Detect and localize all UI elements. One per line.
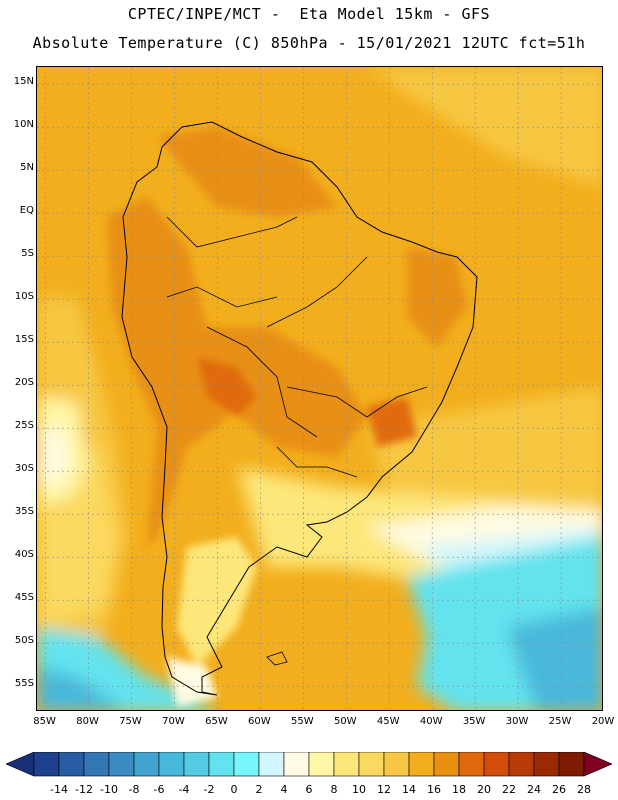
lon-tick-label: 50W bbox=[333, 716, 357, 727]
colorbar bbox=[6, 752, 612, 777]
lat-tick-label: 40S bbox=[14, 549, 34, 561]
colorbar-swatch bbox=[533, 752, 560, 777]
colorbar-swatch bbox=[483, 752, 510, 777]
colorbar-tick-label: 16 bbox=[427, 783, 441, 796]
lon-tick-label: 85W bbox=[33, 716, 56, 727]
colorbar-tick-label: 10 bbox=[352, 783, 366, 796]
field-hot-altiplano bbox=[197, 357, 257, 417]
chart-title: CPTEC/INPE/MCT - Eta Model 15km - GFS bbox=[127, 5, 491, 23]
lon-tick-label: 60W bbox=[248, 716, 271, 727]
colorbar-tick-label: 2 bbox=[255, 783, 263, 796]
lon-tick-label: 20W bbox=[591, 716, 615, 727]
colorbar-swatch bbox=[233, 752, 260, 777]
lat-tick-label: 50S bbox=[14, 635, 34, 647]
colorbar-low-arrow bbox=[6, 752, 35, 777]
lat-tick-label: 5N bbox=[20, 162, 34, 174]
field-cream-patagonia bbox=[167, 657, 217, 707]
lat-tick-label: 20S bbox=[14, 377, 34, 389]
lon-tick-label: 80W bbox=[76, 716, 99, 727]
field-warm-ne bbox=[407, 247, 467, 347]
field-band-north bbox=[367, 67, 602, 187]
colorbar-swatch bbox=[58, 752, 85, 777]
colorbar-tick-label: 26 bbox=[552, 783, 566, 796]
colorbar-swatch bbox=[83, 752, 110, 777]
country-borders bbox=[166, 216, 428, 478]
colorbar-tick-label: 0 bbox=[230, 783, 238, 796]
colorbar-tick-label: 14 bbox=[402, 783, 416, 796]
colorbar-tick-label: 8 bbox=[330, 783, 338, 796]
field-cream-pacific bbox=[37, 427, 69, 485]
lat-tick-label: 55S bbox=[14, 678, 34, 690]
map-panel[interactable] bbox=[36, 66, 603, 711]
colorbar-swatch bbox=[508, 752, 535, 777]
lat-tick-label: 10S bbox=[14, 291, 34, 303]
field-blue-sw bbox=[37, 667, 125, 710]
field-warm-andes bbox=[107, 197, 247, 547]
field-warm-se bbox=[367, 397, 417, 447]
colorbar-tick-label: 4 bbox=[280, 783, 288, 796]
lon-tick-label: 55W bbox=[291, 716, 314, 727]
lat-tick-label: 30S bbox=[14, 463, 34, 475]
lat-tick-label: EQ bbox=[19, 205, 34, 217]
colorbar-swatch bbox=[283, 752, 310, 777]
field-blue-se bbox=[507, 607, 602, 710]
colorbar-swatch bbox=[133, 752, 160, 777]
colorbar-swatch bbox=[558, 752, 585, 777]
colorbar-swatch bbox=[433, 752, 460, 777]
colorbar-tick-label: 20 bbox=[477, 783, 491, 796]
colorbar-tick-label: 22 bbox=[502, 783, 516, 796]
colorbar-swatch bbox=[408, 752, 435, 777]
colorbar-swatch bbox=[258, 752, 285, 777]
lon-tick-label: 30W bbox=[505, 716, 529, 727]
colorbar-tick-label: -2 bbox=[203, 783, 215, 796]
colorbar-swatch bbox=[33, 752, 60, 777]
colorbar-tick-label: 18 bbox=[452, 783, 466, 796]
temperature-map bbox=[37, 67, 602, 710]
colorbar-tick-label: -14 bbox=[50, 783, 68, 796]
field-pale-patagonia bbox=[177, 537, 257, 667]
lat-tick-label: 10N bbox=[13, 119, 34, 131]
lat-tick-label: 5S bbox=[21, 248, 34, 260]
lon-tick-label: 40W bbox=[419, 716, 443, 727]
colorbar-swatch bbox=[158, 752, 185, 777]
colorbar-tick-label: -4 bbox=[178, 783, 190, 796]
colorbar-swatch bbox=[183, 752, 210, 777]
colorbar-swatch bbox=[358, 752, 385, 777]
field-warm-north bbox=[157, 127, 337, 217]
lat-tick-label: 15N bbox=[13, 76, 34, 88]
field-warm-chaco bbox=[187, 327, 367, 457]
lat-tick-label: 45S bbox=[14, 592, 34, 604]
lon-tick-label: 45W bbox=[376, 716, 400, 727]
colorbar-swatch bbox=[383, 752, 410, 777]
chart-subtitle: Absolute Temperature (C) 850hPa - 15/01/… bbox=[32, 34, 586, 52]
lat-tick-label: 35S bbox=[14, 506, 34, 518]
lon-tick-label: 25W bbox=[548, 716, 572, 727]
colorbar-tick-label: 6 bbox=[305, 783, 313, 796]
colorbar-tick-label: -8 bbox=[128, 783, 140, 796]
colorbar-swatch bbox=[208, 752, 235, 777]
colorbar-tick-label: -6 bbox=[153, 783, 165, 796]
lon-tick-label: 75W bbox=[119, 716, 142, 727]
lon-tick-label: 70W bbox=[162, 716, 185, 727]
colorbar-tick-label: -10 bbox=[100, 783, 118, 796]
colorbar-swatch bbox=[458, 752, 485, 777]
colorbar-swatch bbox=[308, 752, 335, 777]
continent-coastline bbox=[121, 121, 478, 696]
colorbar-high-arrow bbox=[583, 752, 612, 777]
colorbar-tick-label: -12 bbox=[75, 783, 93, 796]
lon-tick-label: 35W bbox=[462, 716, 486, 727]
colorbar-swatch bbox=[333, 752, 360, 777]
lat-tick-label: 25S bbox=[14, 420, 34, 432]
lon-tick-label: 65W bbox=[205, 716, 228, 727]
lat-tick-label: 15S bbox=[14, 334, 34, 346]
colorbar-tick-label: 28 bbox=[577, 783, 591, 796]
colorbar-tick-label: 24 bbox=[527, 783, 541, 796]
colorbar-swatch bbox=[108, 752, 135, 777]
falklands-island bbox=[266, 651, 288, 666]
colorbar-tick-label: 12 bbox=[377, 783, 391, 796]
